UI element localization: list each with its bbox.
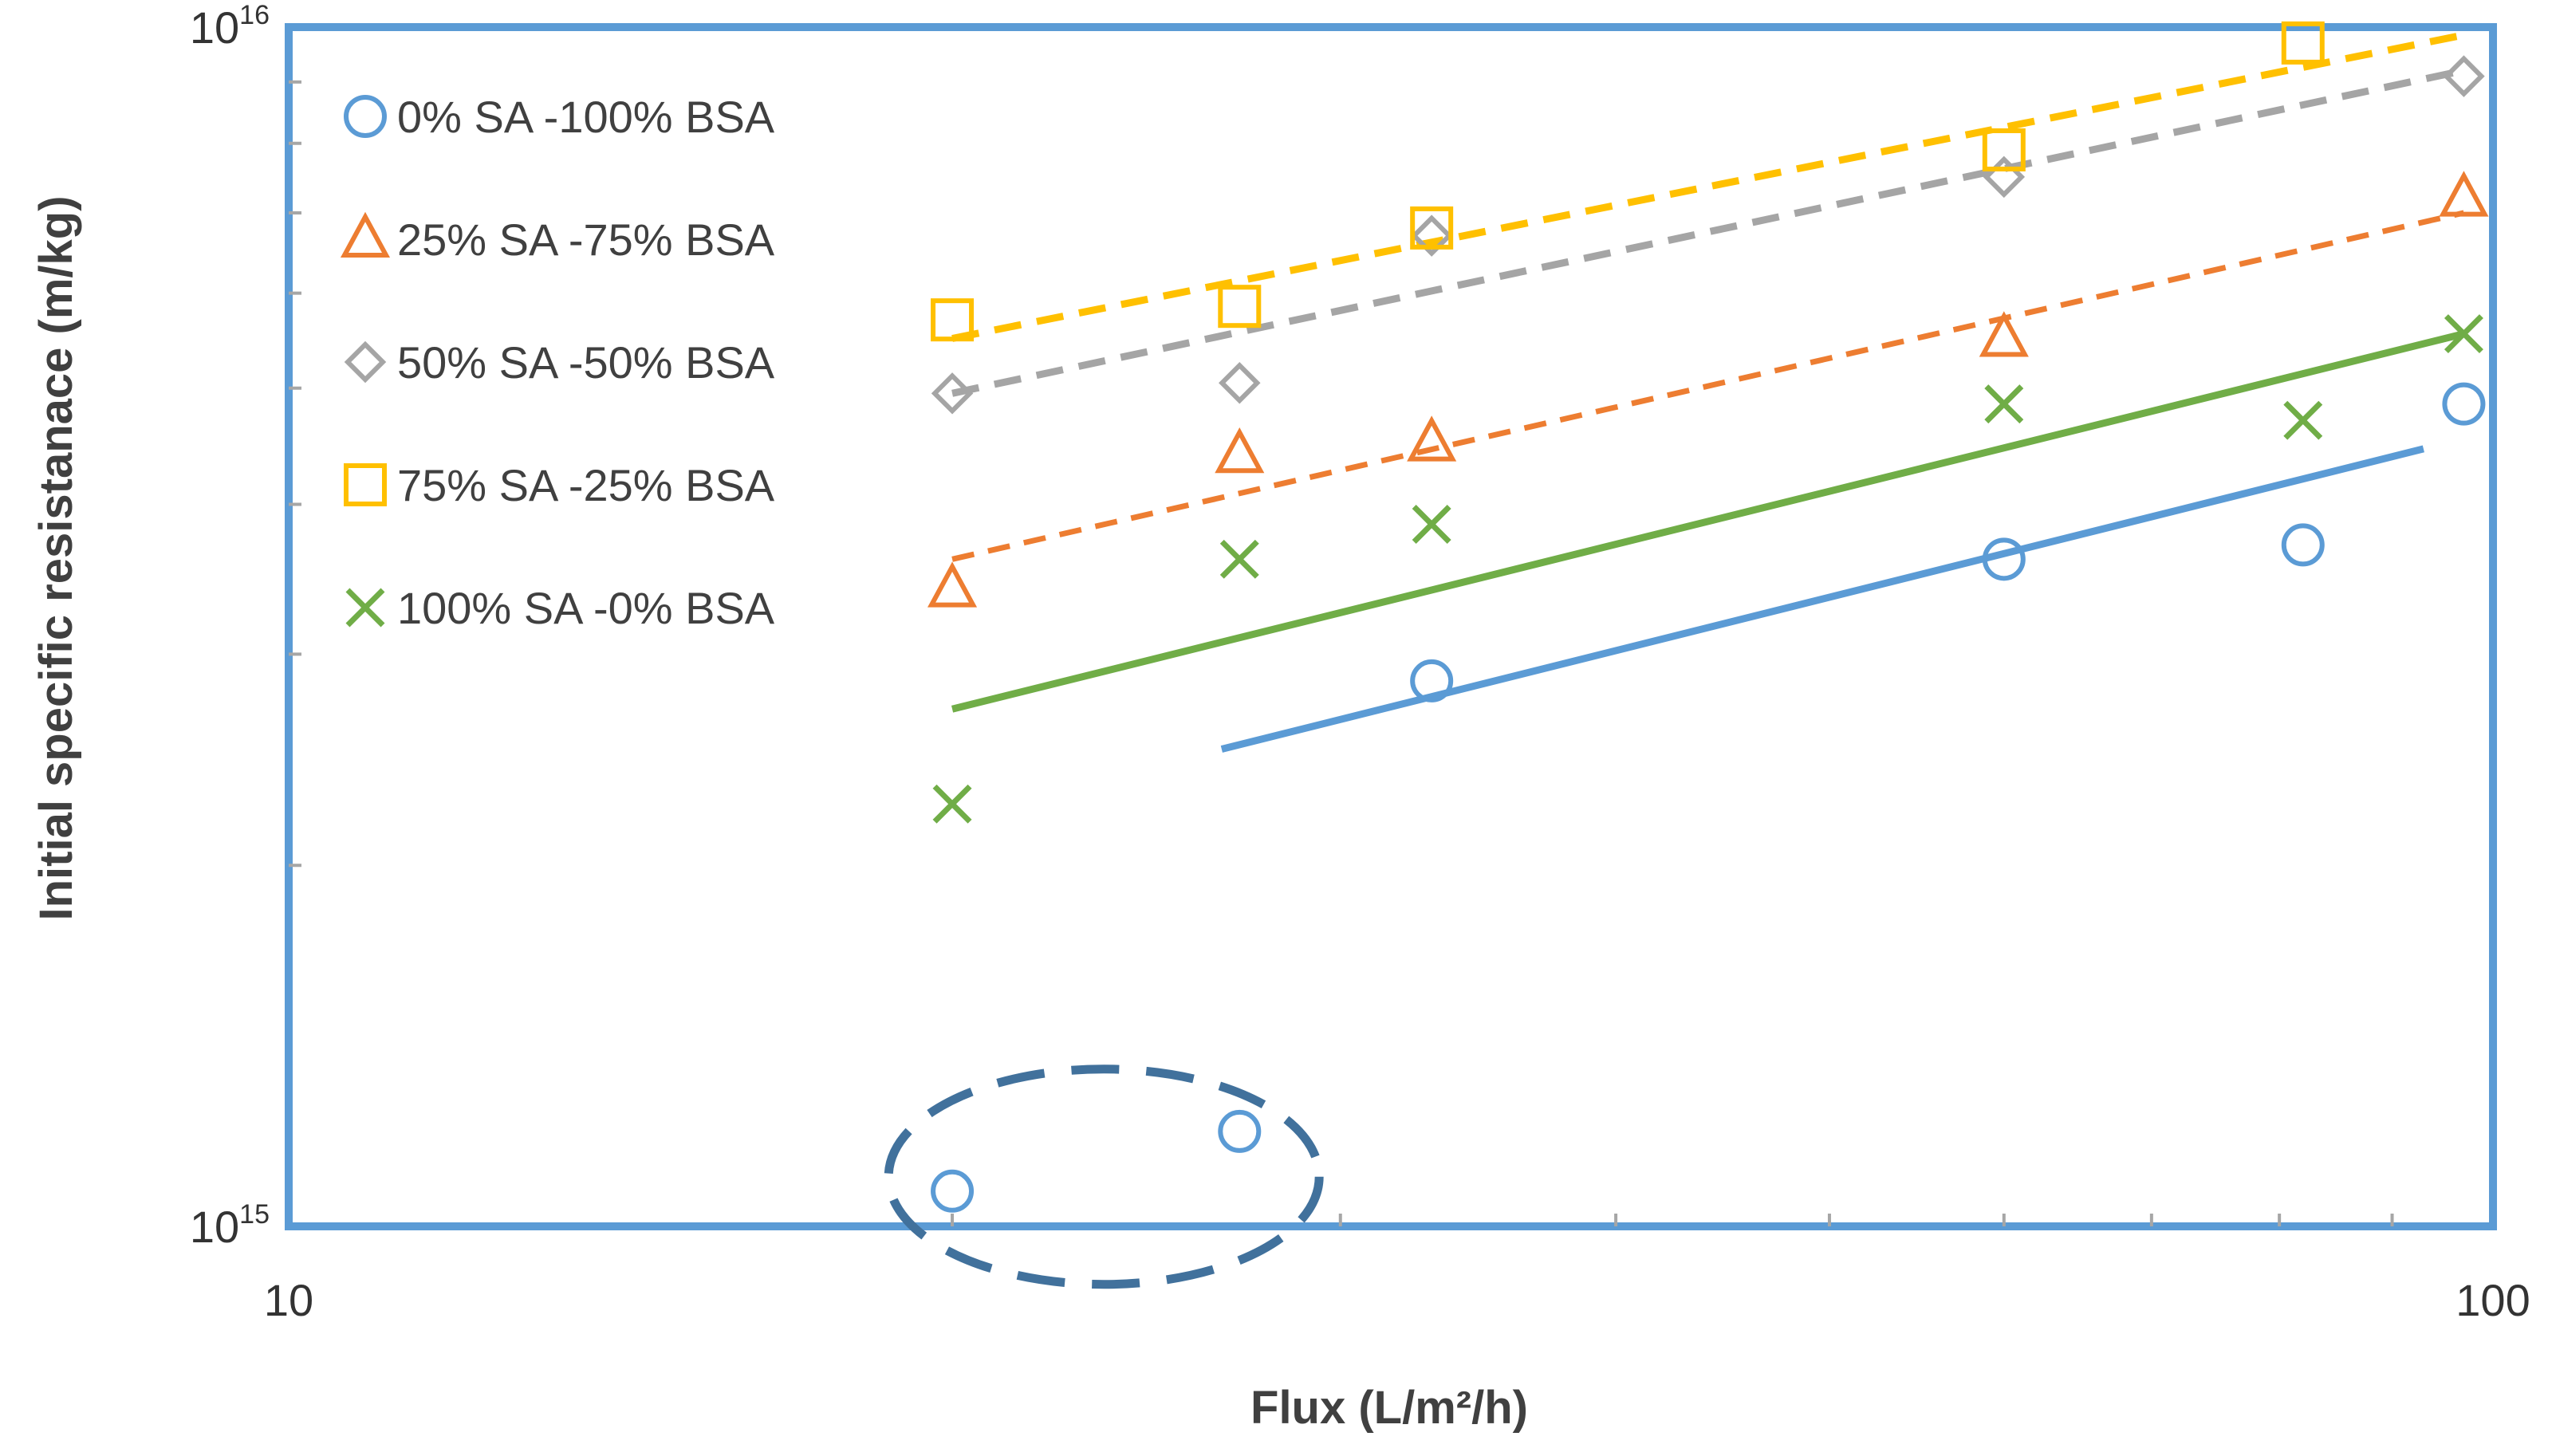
point-100-sa-0-bsa [1412,504,1451,544]
point-75-sa-25-bsa [931,298,975,342]
point-75-sa-25-bsa [1218,285,1262,329]
legend-label-50-sa-50-bsa: 50% SA -50% BSA [397,337,775,388]
legend-label-25-sa-75-bsa: 25% SA -75% BSA [397,214,775,265]
point-100-sa-0-bsa [2283,400,2323,440]
annotations [884,1064,1324,1289]
trendline-25-sa-75-bsa [951,210,2465,562]
trendline-75-sa-25-bsa [951,31,2465,342]
point-0-sa-100-bsa [1218,1109,1262,1153]
legend-label-75-sa-25-bsa: 75% SA -25% BSA [397,460,775,510]
legend-marker-50-sa-50-bsa [344,340,387,384]
x-marker-stroke [2444,314,2483,354]
x-tick-label: 100 [2456,1275,2530,1325]
point-100-sa-0-bsa [932,784,972,824]
legend-label-0-sa-100-bsa: 0% SA -100% BSA [397,92,775,142]
legend-marker-0-sa-100-bsa [344,95,387,138]
point-0-sa-100-bsa [1982,537,2026,581]
trendline-100-sa-0-bsa [951,330,2465,713]
x-marker-stroke [1412,504,1451,544]
x-marker-stroke [2283,400,2323,440]
x-tick-label: 10 [264,1275,313,1325]
x-marker-stroke [345,588,385,628]
point-0-sa-100-bsa [2281,523,2325,567]
legend: 0% SA -100% BSA 25% SA -75% BSA 50% SA -50… [340,92,775,633]
legend-label-100-sa-0-bsa: 100% SA -0% BSA [397,583,775,633]
x-axis-title: Flux (L/m²/h) [1250,1382,1528,1434]
point-25-sa-75-bsa [1407,415,1457,462]
legend-marker-100-sa-0-bsa [345,588,385,628]
axes: 10 100 1015 1016 [190,0,2530,1325]
point-75-sa-25-bsa [1410,206,1454,250]
point-50-sa-50-bsa [931,372,974,415]
point-50-sa-50-bsa [1219,362,1261,404]
y-tick-label: 1015 [190,1199,270,1252]
point-100-sa-0-bsa [2444,314,2483,354]
point-75-sa-25-bsa [1982,128,2026,171]
x-marker-stroke [932,784,972,824]
point-100-sa-0-bsa [1984,384,2024,424]
data-points [927,21,2489,1213]
point-100-sa-0-bsa [1219,539,1259,579]
legend-marker-75-sa-25-bsa [344,463,387,506]
point-75-sa-25-bsa [2281,21,2325,65]
point-0-sa-100-bsa [1410,659,1454,702]
point-25-sa-75-bsa [1215,427,1265,474]
point-0-sa-100-bsa [931,1169,975,1213]
point-25-sa-75-bsa [927,561,978,608]
point-25-sa-75-bsa [1979,311,2029,357]
plot-area-frame [285,23,2497,1230]
point-50-sa-50-bsa [2443,55,2485,97]
point-50-sa-50-bsa [1410,214,1453,257]
trendlines [951,31,2465,753]
point-25-sa-75-bsa [2439,171,2489,217]
trendline-50-sa-50-bsa [951,67,2465,397]
legend-marker-25-sa-75-bsa [340,211,391,258]
y-tick-label: 1016 [190,0,270,53]
y-axis-title: Initial specific resistanace (m/kg) [30,195,82,920]
x-marker-stroke [1984,384,2024,424]
annotation-dashed-ellipse [884,1064,1324,1289]
x-marker-stroke [1219,539,1259,579]
point-0-sa-100-bsa [2442,382,2486,426]
